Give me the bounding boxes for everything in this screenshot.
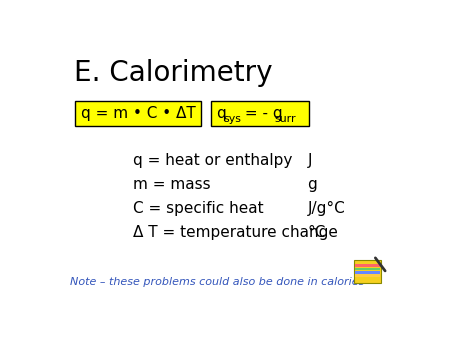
Text: q = m • C • ΔT: q = m • C • ΔT bbox=[81, 106, 195, 121]
FancyBboxPatch shape bbox=[354, 260, 381, 283]
Text: J: J bbox=[307, 153, 312, 168]
Text: C = specific heat: C = specific heat bbox=[133, 201, 264, 216]
FancyBboxPatch shape bbox=[212, 101, 309, 126]
Text: Δ T = temperature change: Δ T = temperature change bbox=[133, 225, 338, 240]
Text: q = heat or enthalpy: q = heat or enthalpy bbox=[133, 153, 292, 168]
FancyBboxPatch shape bbox=[355, 264, 379, 267]
FancyBboxPatch shape bbox=[355, 267, 379, 270]
Text: m = mass: m = mass bbox=[133, 177, 211, 192]
Text: surr: surr bbox=[274, 114, 296, 124]
Text: = - q: = - q bbox=[240, 106, 282, 121]
FancyBboxPatch shape bbox=[355, 271, 379, 274]
Text: g: g bbox=[307, 177, 317, 192]
Text: E. Calorimetry: E. Calorimetry bbox=[74, 59, 272, 87]
FancyBboxPatch shape bbox=[355, 274, 379, 277]
Text: q: q bbox=[216, 106, 226, 121]
Text: J/g°C: J/g°C bbox=[307, 201, 345, 216]
Text: °C: °C bbox=[307, 225, 326, 240]
Text: Note – these problems could also be done in calories: Note – these problems could also be done… bbox=[70, 276, 364, 287]
Text: sys: sys bbox=[224, 114, 242, 124]
